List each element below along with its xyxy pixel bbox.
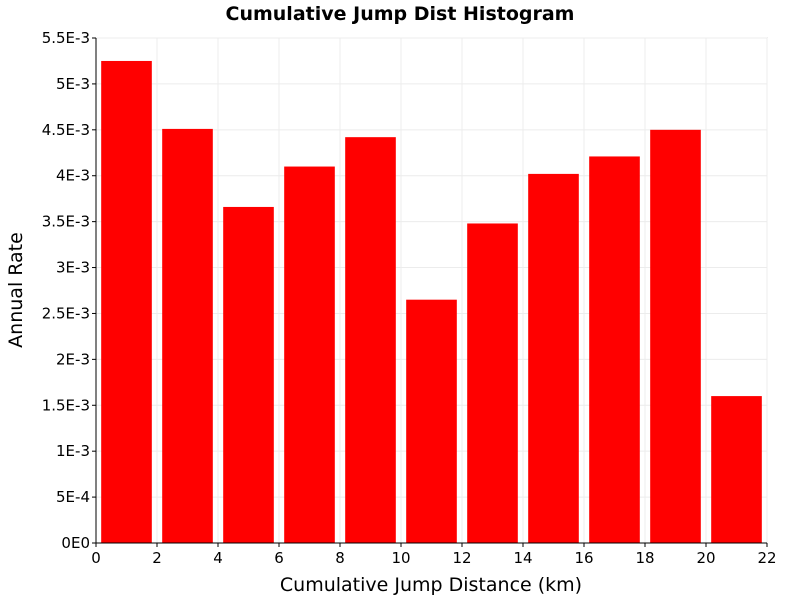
y-tick-label: 3E-3 xyxy=(56,259,90,277)
x-tick-label: 0 xyxy=(91,549,101,567)
x-tick-label: 18 xyxy=(635,549,654,567)
y-tick-label: 4.5E-3 xyxy=(42,121,90,139)
x-tick-label: 8 xyxy=(335,549,345,567)
bar xyxy=(650,129,701,543)
bar xyxy=(101,60,152,544)
x-tick-label: 22 xyxy=(757,549,776,567)
y-tick-label: 5E-4 xyxy=(56,488,90,506)
bar xyxy=(162,128,213,543)
bar xyxy=(223,206,274,544)
chart-title: Cumulative Jump Dist Histogram xyxy=(226,3,575,25)
y-tick-label: 0E0 xyxy=(61,534,90,552)
x-tick-label: 12 xyxy=(452,549,471,567)
y-tick-label: 1E-3 xyxy=(56,442,90,460)
x-tick-label: 20 xyxy=(696,549,715,567)
y-tick-label: 2E-3 xyxy=(56,350,90,368)
bar xyxy=(711,396,762,543)
x-tick-label: 14 xyxy=(513,549,532,567)
x-axis-ticks: 0 2 4 6 8 10 12 14 16 18 20 22 xyxy=(91,543,777,567)
y-tick-label: 5.5E-3 xyxy=(42,29,90,47)
y-tick-label: 2.5E-3 xyxy=(42,304,90,322)
y-axis-ticks: 0E0 5E-4 1E-3 1.5E-3 2E-3 2.5E-3 3E-3 3.5E-3 4E-… xyxy=(42,29,96,552)
y-tick-label: 4E-3 xyxy=(56,167,90,185)
x-axis-label: Cumulative Jump Distance (km) xyxy=(280,574,582,596)
x-tick-label: 10 xyxy=(391,549,410,567)
y-tick-label: 5E-3 xyxy=(56,75,90,93)
bar xyxy=(406,299,457,543)
bars xyxy=(101,60,762,544)
bar xyxy=(528,173,579,543)
y-tick-label: 3.5E-3 xyxy=(42,213,90,231)
bar xyxy=(345,137,396,543)
bar xyxy=(284,166,335,543)
y-tick-label: 1.5E-3 xyxy=(42,396,90,414)
bar xyxy=(589,156,640,544)
bar xyxy=(467,223,518,544)
x-tick-label: 4 xyxy=(213,549,223,567)
x-tick-label: 2 xyxy=(152,549,162,567)
x-tick-label: 16 xyxy=(574,549,593,567)
x-tick-label: 6 xyxy=(274,549,284,567)
y-axis-label: Annual Rate xyxy=(5,232,27,348)
